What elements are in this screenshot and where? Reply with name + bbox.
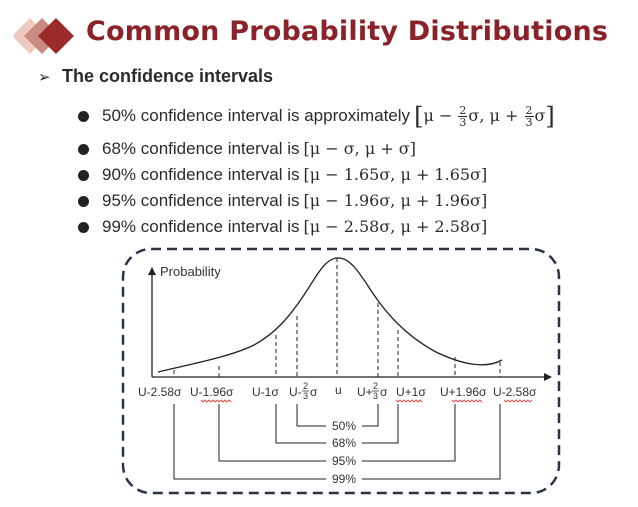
diamond-logo-icon [14, 18, 74, 54]
bracket-label-68: 68% [332, 436, 356, 450]
title-row: Common Probability Distributions [14, 14, 634, 58]
interval-formula: [μ − 2 3 σ, μ + 2 3 σ] [414, 103, 555, 131]
interval-text: 90% confidence interval is [102, 165, 300, 184]
bullet-icon [78, 170, 89, 181]
fraction-denominator: 3 [525, 116, 533, 129]
confidence-interval-list: 50% confidence interval is approximately… [78, 96, 555, 240]
interval-text: 50% confidence interval is approximately [102, 106, 411, 125]
formula-part: σ [534, 106, 546, 125]
tick-label: u [335, 383, 342, 397]
section-heading: ➢ The confidence intervals [38, 66, 273, 87]
close-bracket: ] [545, 102, 555, 131]
tick-label: U+1.96σ [440, 385, 487, 399]
bracket-label-95: 95% [332, 454, 356, 468]
tick-fraction-den: 3 [373, 391, 378, 401]
tick-label: U+1σ [396, 385, 426, 399]
bullet-icon [78, 111, 89, 122]
tick-label: U+ [357, 385, 373, 399]
page-title: Common Probability Distributions [86, 16, 609, 47]
interval-brackets [173, 404, 501, 480]
spellcheck-squiggle [395, 399, 423, 403]
list-item: 68% confidence interval is [μ − σ, μ + σ] [78, 136, 555, 162]
dashed-guide-lines [173, 258, 501, 377]
spellcheck-underlines [200, 399, 533, 403]
tick-fraction-num: 2 [303, 381, 308, 391]
tick-label: U- [289, 385, 302, 399]
bullet-icon [78, 144, 89, 155]
spellcheck-squiggle [451, 399, 483, 403]
interval-text: 68% confidence interval is [102, 139, 300, 158]
tick-label: U-1.96σ [190, 385, 234, 399]
tick-label: U-2.58σ [138, 385, 182, 399]
list-item: 90% confidence interval is [μ − 1.65σ, μ … [78, 162, 555, 188]
tick-label: U-1σ [252, 385, 279, 399]
interval-formula: [μ − 1.65σ, μ + 1.65σ] [303, 165, 488, 184]
interval-formula: [μ − 2.58σ, μ + 2.58σ] [303, 217, 488, 236]
bullet-icon [78, 222, 89, 233]
bracket-labels: 50% 68% 95% 99% [332, 419, 356, 486]
tick-fraction-den: 3 [303, 391, 308, 401]
interval-text: 99% confidence interval is [102, 217, 300, 236]
spellcheck-squiggle [200, 399, 232, 403]
list-item: 50% confidence interval is approximately… [78, 96, 555, 136]
bracket-95 [218, 404, 456, 462]
open-bracket: [ [414, 102, 424, 131]
tick-fraction-num: 2 [373, 381, 378, 391]
tick-label: U-2.58σ [493, 385, 537, 399]
fraction-numerator: 2 [524, 104, 534, 117]
bracket-label-50: 50% [332, 419, 356, 433]
interval-formula: [μ − 1.96σ, μ + 1.96σ] [303, 191, 488, 210]
interval-formula: [μ − σ, μ + σ] [303, 139, 416, 158]
bracket-label-99: 99% [332, 472, 356, 486]
tick-suffix: σ [310, 385, 318, 399]
formula-part: σ, μ + [468, 106, 524, 125]
arrow-bullet-icon: ➢ [38, 69, 51, 86]
bullet-icon [78, 196, 89, 207]
bracket-99 [173, 404, 501, 480]
x-tick-labels: U-2.58σ U-1.96σ U-1σ U- 2 3 σ u U+ 2 3 σ… [138, 381, 537, 401]
tick-suffix: σ [380, 385, 388, 399]
tick-prefix: U- [289, 385, 302, 399]
fraction-denominator: 3 [459, 116, 467, 129]
section-heading-label: The confidence intervals [62, 66, 274, 86]
list-item: 95% confidence interval is [μ − 1.96σ, μ … [78, 188, 555, 214]
bell-curve [157, 257, 503, 373]
tick-prefix: U+ [357, 385, 373, 399]
bracket-50 [296, 404, 379, 427]
fraction-numerator: 2 [458, 104, 468, 117]
logo-diamond-dark [38, 18, 74, 54]
list-item: 99% confidence interval is [μ − 2.58σ, μ … [78, 214, 555, 240]
y-axis-label: Probability [160, 264, 221, 279]
interval-text: 95% confidence interval is [102, 191, 300, 210]
formula-part: μ − [423, 106, 458, 125]
diagram-frame [121, 247, 561, 495]
bracket-68 [275, 404, 399, 444]
spellcheck-squiggle [503, 399, 533, 403]
